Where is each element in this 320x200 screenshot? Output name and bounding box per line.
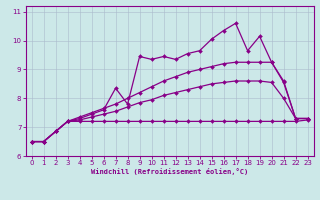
- X-axis label: Windchill (Refroidissement éolien,°C): Windchill (Refroidissement éolien,°C): [91, 168, 248, 175]
